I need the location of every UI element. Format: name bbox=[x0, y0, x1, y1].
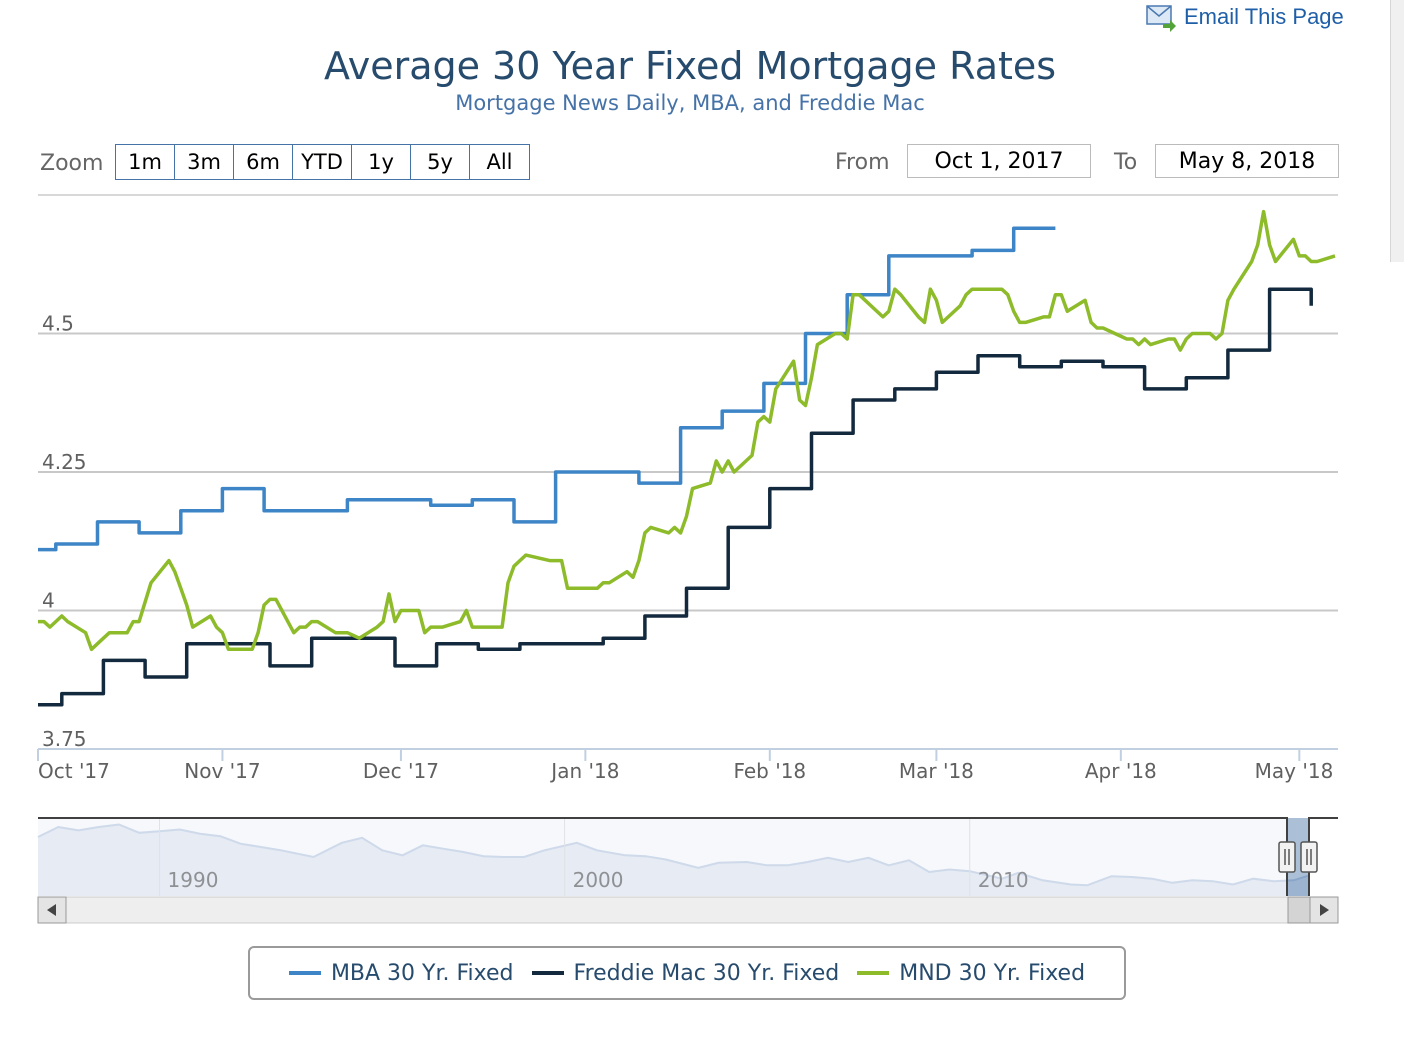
y-tick-label: 4.25 bbox=[42, 450, 87, 474]
x-tick-label: Jan '18 bbox=[549, 759, 619, 783]
navigator-area bbox=[38, 824, 1308, 896]
navigator-tick-label: 1990 bbox=[168, 868, 219, 892]
navigator-line bbox=[37, 823, 1309, 887]
legend-item-freddie-mac[interactable]: Freddie Mac 30 Yr. Fixed bbox=[531, 960, 840, 986]
series-lines bbox=[38, 209, 1336, 707]
grid-lines bbox=[38, 194, 1338, 612]
legend-label-freddie-mac: Freddie Mac 30 Yr. Fixed bbox=[573, 960, 840, 986]
navigator-mask bbox=[38, 818, 1287, 896]
to-label: To bbox=[1114, 150, 1138, 175]
y-tick-label: 4.5 bbox=[42, 312, 74, 336]
email-page-link[interactable]: Email This Page bbox=[1146, 2, 1344, 32]
chart-area: Oct '17 Nov '17 Dec '17 Jan '18 Feb '18 Mar '… bbox=[37, 194, 1339, 924]
zoom-1m-button[interactable]: 1m bbox=[116, 145, 175, 179]
scroll-right-arrow-icon bbox=[1320, 904, 1329, 916]
zoom-all-button[interactable]: All bbox=[470, 145, 529, 179]
from-date-input[interactable] bbox=[907, 144, 1091, 178]
x-tick-label: Oct '17 bbox=[38, 759, 110, 783]
x-axis: Oct '17 Nov '17 Dec '17 Jan '18 Feb '18 Mar '… bbox=[37, 748, 1338, 783]
to-date-input[interactable] bbox=[1155, 144, 1339, 178]
envelope-icon bbox=[1146, 5, 1176, 32]
x-tick-label: Nov '17 bbox=[184, 759, 260, 783]
x-tick-label: Dec '17 bbox=[363, 759, 439, 783]
navigator-scrollbar-track[interactable] bbox=[37, 896, 1339, 924]
from-label: From bbox=[835, 150, 890, 175]
legend-item-mnd[interactable]: MND 30 Yr. Fixed bbox=[857, 961, 1085, 986]
chart-title: Average 30 Year Fixed Mortgage Rates bbox=[323, 44, 1057, 88]
zoom-label: Zoom bbox=[40, 151, 104, 176]
series-line-mba-30-yr-fixed bbox=[38, 226, 1056, 552]
y-tick-label: 4 bbox=[42, 589, 55, 613]
legend-item-mba[interactable]: MBA 30 Yr. Fixed bbox=[288, 960, 514, 986]
legend-label-mnd: MND 30 Yr. Fixed bbox=[899, 960, 1086, 986]
legend-swatch-freddie-mac bbox=[531, 971, 564, 975]
zoom-3m-button[interactable]: 3m bbox=[175, 145, 234, 179]
zoom-5y-button[interactable]: 5y bbox=[411, 145, 470, 179]
navigator: 1990 2000 2010 bbox=[37, 817, 1339, 924]
email-page-label[interactable]: Email This Page bbox=[1184, 4, 1344, 29]
navigator-left-handle[interactable] bbox=[1278, 841, 1296, 873]
series-line-freddie-mac-30-yr-fixed bbox=[38, 287, 1313, 707]
y-axis: 3.75 4 4.25 4.5 bbox=[42, 312, 87, 752]
legend-swatch-mnd bbox=[857, 971, 890, 975]
navigator-tick-label: 2010 bbox=[978, 868, 1029, 892]
y-tick-label: 3.75 bbox=[42, 727, 87, 751]
x-tick-label: Mar '18 bbox=[899, 759, 974, 783]
navigator-tick-label: 2000 bbox=[573, 868, 624, 892]
scrollbar-thumb[interactable] bbox=[1287, 896, 1311, 924]
navigator-handle-body bbox=[1278, 841, 1296, 873]
zoom-6m-button[interactable]: 6m bbox=[234, 145, 293, 179]
x-tick-label: Feb '18 bbox=[733, 759, 806, 783]
x-tick-label: May '18 bbox=[1255, 759, 1334, 783]
zoom-1y-button[interactable]: 1y bbox=[352, 145, 411, 179]
chart-subtitle: Mortgage News Daily, MBA, and Freddie Ma… bbox=[455, 91, 925, 115]
series-line-mnd-30-yr-fixed bbox=[38, 209, 1336, 652]
legend: MBA 30 Yr. Fixed Freddie Mac 30 Yr. Fixe… bbox=[248, 946, 1126, 1000]
zoom-ytd-button[interactable]: YTD bbox=[293, 145, 352, 179]
x-tick-label: Apr '18 bbox=[1085, 759, 1157, 783]
zoom-button-group: 1m 3m 6m YTD 1y 5y All bbox=[115, 144, 530, 180]
page-scrollbar[interactable] bbox=[1390, 0, 1404, 262]
scroll-left-arrow-icon bbox=[47, 904, 56, 916]
navigator-handle-body bbox=[1300, 841, 1318, 873]
navigator-right-handle[interactable] bbox=[1300, 841, 1318, 873]
legend-label-mba: MBA 30 Yr. Fixed bbox=[330, 960, 514, 986]
legend-swatch-mba bbox=[288, 971, 321, 975]
navigator-selection[interactable] bbox=[1287, 818, 1309, 896]
